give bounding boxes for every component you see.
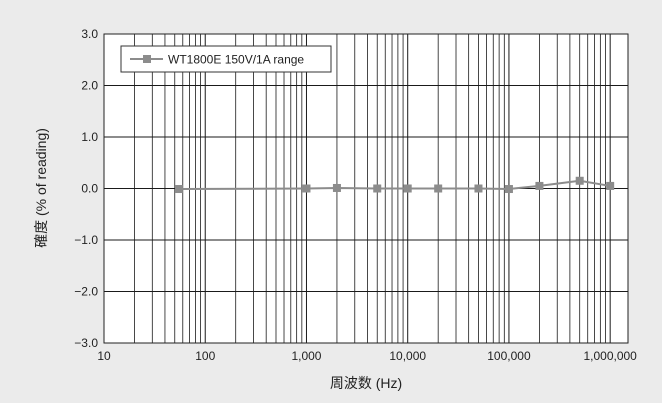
data-point-marker [302,184,311,193]
legend-square-marker-icon [143,55,151,63]
y-tick-label: 2.0 [81,79,98,93]
series-layer [174,176,615,194]
y-tick-label: 1.0 [81,130,98,144]
x-tick-label: 100,000 [487,349,531,363]
y-tick-label: −1.0 [74,233,98,247]
data-point-marker [474,184,483,193]
y-axis-title: 確度 (% of reading) [33,128,49,248]
data-point-marker [606,181,615,190]
data-point-marker [575,176,584,185]
tick-labels: 3.0 2.0 1.0 0.0 −1.0 −2.0 −3.010 100 1,000 10,000… [74,27,637,363]
y-tick-label: 0.0 [81,182,98,196]
plot-border [103,33,629,344]
data-point-marker [403,184,412,193]
data-point-marker [535,181,544,190]
data-point-marker [174,185,183,194]
data-point-marker [434,184,443,193]
x-tick-label: 10 [97,349,111,363]
data-point-marker [373,184,382,193]
data-point-marker [332,183,341,192]
legend: WT1800E 150V/1A range [120,45,332,73]
y-tick-label: 3.0 [81,27,98,41]
x-tick-label: 100 [195,349,215,363]
x-axis-title: 周波数 (Hz) [330,375,402,391]
legend-label: WT1800E 150V/1A range [168,53,304,67]
y-tick-label: −2.0 [74,285,98,299]
x-tick-label: 1,000,000 [583,349,637,363]
x-tick-label: 1,000 [291,349,321,363]
y-tick-label: −3.0 [74,336,98,350]
data-point-marker [504,185,513,194]
x-tick-label: 10,000 [389,349,426,363]
